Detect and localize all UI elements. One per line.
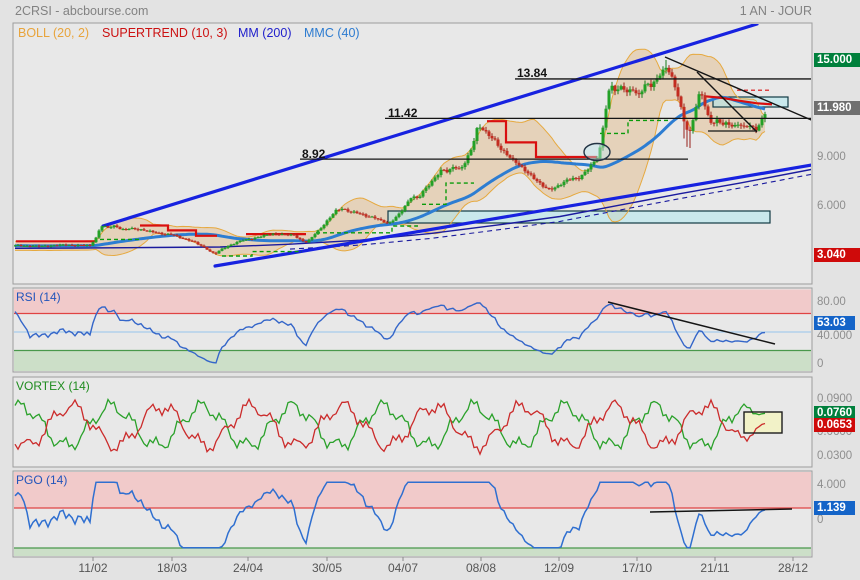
date-label: 18/03 [156,561,188,575]
pgo-tick-4: 4.000 [817,479,846,491]
vortex-panel-label[interactable]: VORTEX (14) [16,379,90,393]
date-label: 12/09 [543,561,575,575]
level-label-1384: 13.84 [517,66,548,80]
pgo-value-badge: 1.139 [814,501,855,515]
legend-bollinger[interactable]: BOLL (20, 2) [18,26,90,40]
rsi-tick-80: 80.00 [817,296,846,308]
level-label-892: 8.92 [302,147,326,161]
date-label: 11/02 [78,561,108,575]
level-label-1142: 11.42 [388,106,418,120]
rsi-tick-0: 0 [817,358,824,370]
vortex-tick-009: 0.0900 [817,393,853,405]
date-label: 28/12 [777,561,809,575]
date-label: 08/08 [465,561,497,575]
rsi-tick-40: 40.000 [817,330,853,342]
vortex-plus-badge: 0.0760 [814,406,855,420]
price-tick-6: 6.000 [817,200,846,212]
vortex-minus-badge: 0.0653 [814,418,855,432]
price-tick-9: 9.000 [817,151,846,163]
legend-mmc40[interactable]: MMC (40) [304,26,360,40]
pgo-tick-0: 0 [817,514,824,526]
date-label: 21/11 [700,561,730,575]
pgo-panel-label[interactable]: PGO (14) [16,473,68,487]
date-label: 24/04 [232,561,264,575]
instrument-title: 2CRSI - abcbourse.com [15,4,149,18]
price-high-badge: 15.000 [814,53,860,67]
price-last-badge: 11.980 [814,101,860,115]
rsi-value-badge: 53.03 [814,316,855,330]
date-label: 04/07 [387,561,419,575]
price-low-badge: 3.040 [814,248,860,262]
vortex-tick-003: 0.0300 [817,450,853,462]
legend-supertrend[interactable]: SUPERTREND (10, 3) [102,26,228,40]
legend-mm200[interactable]: MM (200) [238,26,292,40]
date-label: 17/10 [621,561,653,575]
date-label: 30/05 [311,561,343,575]
period-selector-label[interactable]: 1 AN - JOUR [739,4,812,18]
rsi-panel-label[interactable]: RSI (14) [16,290,61,304]
